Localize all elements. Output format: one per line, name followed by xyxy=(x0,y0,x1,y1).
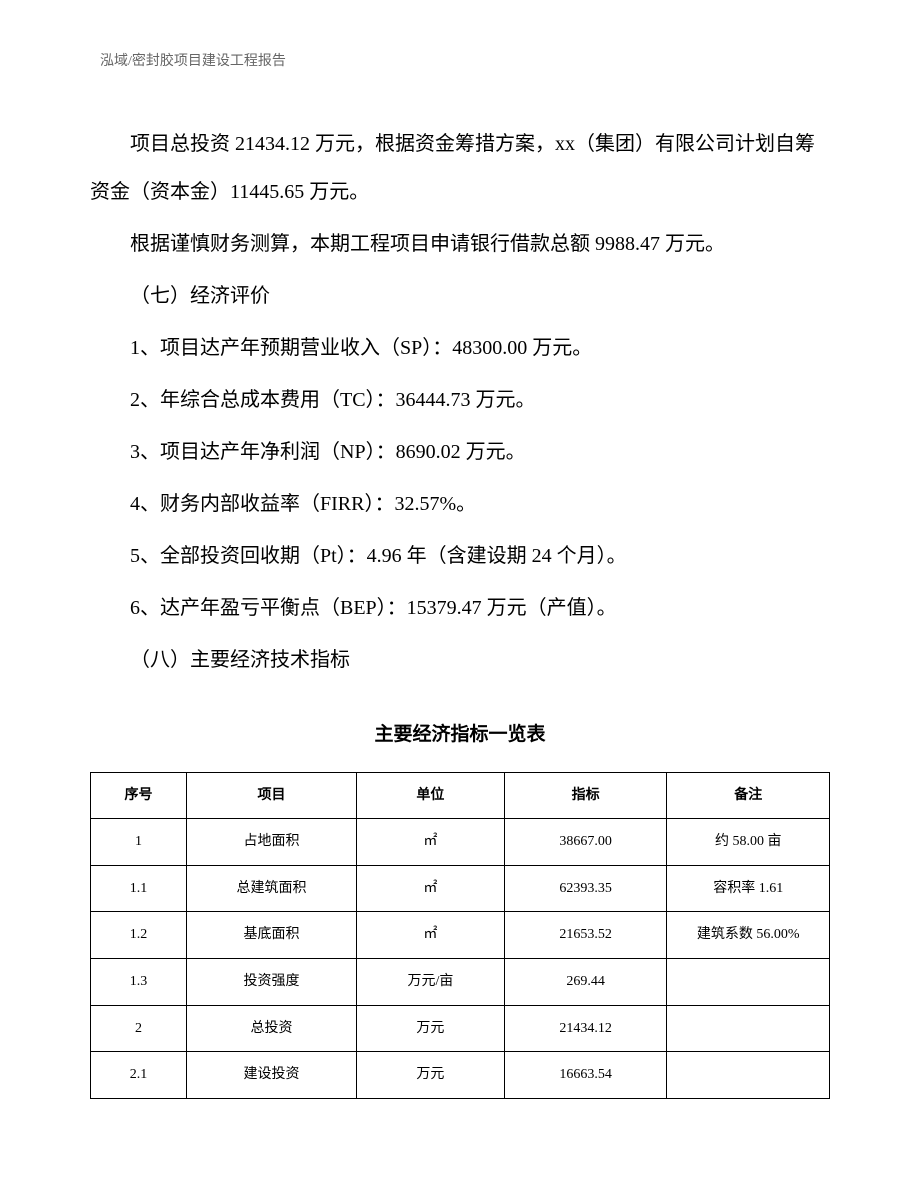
col-header-item: 项目 xyxy=(187,772,357,819)
cell-seq: 1.3 xyxy=(91,958,187,1005)
cell-remark: 约 58.00 亩 xyxy=(667,819,830,866)
table-row: 2 总投资 万元 21434.12 xyxy=(91,1005,830,1052)
paragraph-loan: 根据谨慎财务测算，本期工程项目申请银行借款总额 9988.47 万元。 xyxy=(90,220,830,268)
cell-item: 总建筑面积 xyxy=(187,865,357,912)
cell-seq: 1.1 xyxy=(91,865,187,912)
cell-item: 总投资 xyxy=(187,1005,357,1052)
cell-item: 基底面积 xyxy=(187,912,357,959)
cell-item: 建设投资 xyxy=(187,1052,357,1099)
cell-unit: 万元 xyxy=(357,1052,505,1099)
cell-indicator: 62393.35 xyxy=(504,865,667,912)
cell-indicator: 21434.12 xyxy=(504,1005,667,1052)
cell-seq: 1.2 xyxy=(91,912,187,959)
cell-remark: 容积率 1.61 xyxy=(667,865,830,912)
col-header-indicator: 指标 xyxy=(504,772,667,819)
cell-seq: 2.1 xyxy=(91,1052,187,1099)
cell-unit: ㎡ xyxy=(357,912,505,959)
col-header-unit: 单位 xyxy=(357,772,505,819)
cell-seq: 2 xyxy=(91,1005,187,1052)
cell-unit: 万元/亩 xyxy=(357,958,505,1005)
eval-item-3: 3、项目达产年净利润（NP）：8690.02 万元。 xyxy=(90,428,830,476)
eval-item-4: 4、财务内部收益率（FIRR）：32.57%。 xyxy=(90,480,830,528)
table-title: 主要经济指标一览表 xyxy=(90,712,830,758)
economic-indicators-table: 序号 项目 单位 指标 备注 1 占地面积 ㎡ 38667.00 约 58.00… xyxy=(90,772,830,1099)
eval-item-1: 1、项目达产年预期营业收入（SP）：48300.00 万元。 xyxy=(90,324,830,372)
eval-item-2: 2、年综合总成本费用（TC）：36444.73 万元。 xyxy=(90,376,830,424)
cell-item: 占地面积 xyxy=(187,819,357,866)
cell-item: 投资强度 xyxy=(187,958,357,1005)
page-header: 泓域/密封胶项目建设工程报告 xyxy=(90,50,830,70)
cell-indicator: 269.44 xyxy=(504,958,667,1005)
table-row: 2.1 建设投资 万元 16663.54 xyxy=(91,1052,830,1099)
table-row: 1.1 总建筑面积 ㎡ 62393.35 容积率 1.61 xyxy=(91,865,830,912)
cell-remark xyxy=(667,1052,830,1099)
section-8-title: （八）主要经济技术指标 xyxy=(90,636,830,684)
cell-unit: ㎡ xyxy=(357,819,505,866)
section-7-title: （七）经济评价 xyxy=(90,272,830,320)
cell-remark xyxy=(667,1005,830,1052)
cell-unit: ㎡ xyxy=(357,865,505,912)
col-header-seq: 序号 xyxy=(91,772,187,819)
table-row: 1 占地面积 ㎡ 38667.00 约 58.00 亩 xyxy=(91,819,830,866)
cell-unit: 万元 xyxy=(357,1005,505,1052)
cell-seq: 1 xyxy=(91,819,187,866)
table-row: 1.3 投资强度 万元/亩 269.44 xyxy=(91,958,830,1005)
cell-remark: 建筑系数 56.00% xyxy=(667,912,830,959)
cell-indicator: 16663.54 xyxy=(504,1052,667,1099)
col-header-remark: 备注 xyxy=(667,772,830,819)
eval-item-6: 6、达产年盈亏平衡点（BEP）：15379.47 万元（产值）。 xyxy=(90,584,830,632)
document-page: 泓域/密封胶项目建设工程报告 项目总投资 21434.12 万元，根据资金筹措方… xyxy=(0,0,920,1159)
document-content: 项目总投资 21434.12 万元，根据资金筹措方案，xx（集团）有限公司计划自… xyxy=(90,120,830,1099)
paragraph-investment: 项目总投资 21434.12 万元，根据资金筹措方案，xx（集团）有限公司计划自… xyxy=(90,120,830,216)
cell-indicator: 38667.00 xyxy=(504,819,667,866)
table-header-row: 序号 项目 单位 指标 备注 xyxy=(91,772,830,819)
eval-item-5: 5、全部投资回收期（Pt）：4.96 年（含建设期 24 个月）。 xyxy=(90,532,830,580)
cell-remark xyxy=(667,958,830,1005)
table-row: 1.2 基底面积 ㎡ 21653.52 建筑系数 56.00% xyxy=(91,912,830,959)
cell-indicator: 21653.52 xyxy=(504,912,667,959)
